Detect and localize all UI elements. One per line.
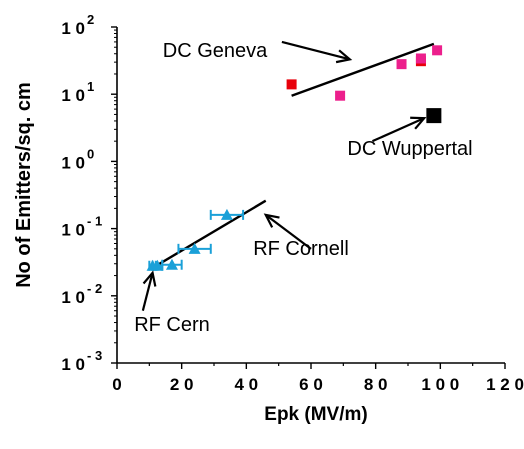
annotation-label: RF Cornell [253,238,349,260]
y-tick-label-exponent: 1 [87,79,94,94]
y-tick-label-base: 1 0 [61,153,85,172]
y-tick-label-base: 1 0 [61,355,85,374]
x-tick-label: 1 0 0 [421,375,459,394]
data-point-triangle [151,259,164,271]
data-point-triangle [188,242,201,254]
x-tick-label: 6 0 [299,375,323,394]
annotation-label: DC Geneva [163,40,268,62]
annotation-label: RF Cern [134,314,210,336]
y-axis-title: No of Emitters/sq. cm [13,82,35,288]
annotation-arrow-shaft [265,214,312,250]
fit-lines [151,42,435,269]
data-point-triangle [220,208,233,220]
y-tick-label-exponent: - 3 [87,348,102,363]
fit-line [291,42,435,97]
data-point-square [396,59,407,70]
annotations: DC Geneva DC Wuppertal RF Cornell RF Cern [134,40,472,336]
data-point-triangle [165,258,178,270]
x-tick-label: 0 [112,375,121,394]
y-tick-label-exponent: 0 [87,146,94,161]
x-tick-label: 1 2 0 [486,375,524,394]
data-point-square [415,53,426,64]
annotation-arrow-shaft [371,117,425,143]
x-tick-label: 8 0 [364,375,388,394]
data-point-square [432,45,443,56]
x-tick-label: 4 0 [235,375,259,394]
y-tick-label-base: 1 0 [61,86,85,105]
annotation-arrow-head [410,116,427,130]
data-point-square [335,90,346,101]
fit-line [151,199,267,269]
annotation-arrow-shaft [141,272,154,311]
y-tick-label-exponent: - 2 [87,281,102,296]
data-point-square [286,79,297,90]
x-axis-title: Epk (MV/m) [264,404,367,425]
annotation-arrow-head [142,270,157,287]
annotation-arrow-head [263,213,280,228]
data-point-square [426,108,442,124]
y-tick-label-exponent: - 1 [87,214,102,229]
x-tick-label: 2 0 [170,375,194,394]
y-tick-label-base: 1 0 [61,221,85,240]
y-tick-label-base: 1 0 [61,288,85,307]
y-tick-label-base: 1 0 [61,19,85,38]
annotation-label: DC Wuppertal [347,138,472,160]
y-tick-label-exponent: 2 [87,12,94,27]
annotation-arrow-shaft [281,40,351,61]
data-points [146,45,443,271]
annotation-arrow-head [335,49,353,64]
